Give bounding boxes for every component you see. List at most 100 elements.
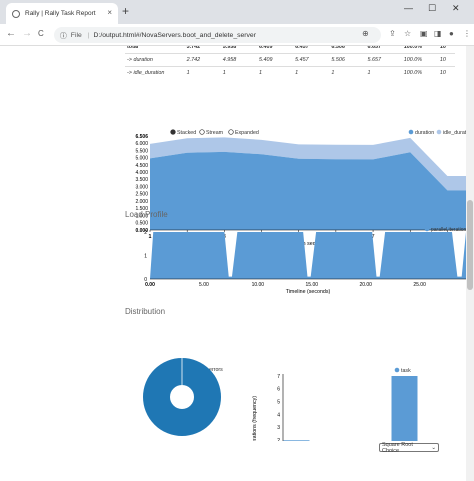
share-icon[interactable]: ⇪ [389,29,396,38]
y-tick-label: 3.500 [135,177,148,183]
zoom-icon[interactable]: ⊕ [362,29,369,38]
scrollbar-thumb[interactable] [467,200,473,290]
window-close-icon[interactable]: ✕ [452,3,460,13]
table-cell: 6.457 [293,46,330,54]
series-area-duration [150,151,466,230]
table-cell: 1 [256,66,294,80]
table-cell: 100.0% [401,53,438,67]
histogram-bar [283,440,310,441]
profile-icon[interactable]: ● [449,29,454,38]
table-cell: 5.457 [293,53,330,67]
table-cell: 5.657 [365,53,402,67]
legend-marker [436,129,442,135]
legend-marker [424,226,430,232]
table-cell: 6.657 [365,46,402,54]
row-name-cell: -> duration [125,53,185,67]
address-toolbar: ← → C ⓘ File | D:/output.html#/NovaServe… [0,24,474,46]
omnibox-separator: | [87,31,90,39]
table-cell: 1 [220,66,257,80]
new-tab-button[interactable]: + [122,4,130,18]
y-tick-label: 6.506 [135,134,148,140]
x-tick-label: 7 [372,234,375,240]
tab-close-icon[interactable]: × [107,8,112,17]
y-axis-title: Iterations (frequency) [252,396,258,441]
row-name-cell: -> idle_duration [125,66,185,80]
bin-method-value: Square Root Choice [382,441,413,454]
y-tick-label: 0.000 [135,228,148,234]
chart-mode-radio [228,129,234,135]
legend-marker [394,367,400,373]
chart-mode-radio [199,129,205,135]
y-tick-label: 2 [277,438,280,441]
legend-label: parallel iterations [431,227,466,233]
bookmark-star-icon[interactable]: ☆ [404,29,412,38]
table-cell: 100.0% [401,66,438,80]
tab-bar: Rally | Rally Task Report × + — ☐ ✕ [0,0,474,24]
x-axis-title: Timeline (seconds) [286,289,331,294]
y-tick-label: 6 [277,387,280,393]
table-cell: 5.506 [329,53,366,67]
x-tick-label: 25.00 [413,282,426,288]
bin-method-select[interactable]: Square Root Choice ⌄ [379,441,439,454]
legend-label: errors [209,367,223,373]
tab-rally-report[interactable]: Rally | Rally Task Report × [6,3,118,24]
y-tick-label: 1.500 [135,206,148,212]
minimize-icon[interactable]: — [404,3,413,13]
url-text: D:/output.html#/NovaServers.boot_and_del… [93,31,256,39]
chart-mode-label: Expanded [235,130,259,136]
forward-icon[interactable]: → [22,28,32,39]
chart-mode-radio [170,129,176,135]
y-tick-label: 0 [144,277,147,283]
table-cell: 1 [184,66,221,80]
y-tick-label: 3.000 [135,184,148,190]
table-cell: 1 [293,66,330,80]
address-bar[interactable]: ⓘ File | D:/output.html#/NovaServers.boo… [54,27,381,43]
distribution-histogram: 012345674.125.51Duration (seconds)Iterat… [252,367,418,441]
legend-marker [408,129,414,135]
back-icon[interactable]: ← [6,28,16,39]
table-cell: 10 [437,66,455,80]
table-row: -> idle_duration 1 1 1 1 1 1 100.0% 10 [125,66,455,80]
y-tick-label: 2 [144,230,147,236]
y-tick-label: 2.500 [135,192,148,198]
table-row: total 3.742 5.958 6.409 6.457 6.506 6.657 100.0… [125,46,455,54]
tab-search-icon[interactable]: ▣ [420,29,428,38]
distribution-pie-chart: successerrors100% [143,358,223,436]
y-tick-label: 7 [277,374,280,380]
y-tick-label: 5.500 [135,148,148,154]
y-tick-label: 3 [277,425,280,431]
table-cell: 1 [365,66,402,80]
duration-area-chart: Stacked Stream Expanded duration idle_durati… [135,129,466,247]
table-cell: 6.409 [256,46,294,54]
chevron-down-icon: ⌄ [431,444,436,451]
reload-icon[interactable]: C [38,29,44,38]
table-cell: 2.742 [184,53,221,67]
maximize-icon[interactable]: ☐ [428,3,437,13]
legend-label: duration [415,130,434,136]
info-icon[interactable]: ⓘ [60,33,67,40]
y-tick-label: 5.000 [135,156,148,162]
x-tick-label: 15.00 [306,282,319,288]
y-tick-label: 4.000 [135,170,148,176]
table-cell: 1 [329,66,366,80]
file-label: File [70,31,82,39]
y-tick-label: 4 [277,412,280,418]
y-tick-label: 5 [277,400,280,406]
stats-table: total 3.742 5.958 6.409 6.457 6.506 6.657 100.0… [125,46,455,80]
menu-icon[interactable]: ⋮ [463,29,471,38]
load-profile-title: Load Profile [125,210,168,219]
table-cell: 100.0% [401,46,438,54]
y-tick-label: 1 [144,253,147,259]
tab-title: Rally | Rally Task Report [25,10,96,17]
series-area-parallel-iterations [150,232,466,279]
series-area-idle-duration [150,137,466,191]
x-tick-label: 0.00 [145,282,155,288]
report-content: total 3.742 5.958 6.409 6.457 6.506 6.657 100.0… [0,46,466,481]
table-cell: 10 [437,53,455,67]
distribution-title: Distribution [125,307,166,316]
table-cell: 5.409 [256,53,294,67]
row-name-cell: total [125,46,185,54]
y-tick-label: 2.000 [135,199,148,205]
side-panel-icon[interactable]: ◨ [434,29,442,38]
histogram-bar [391,376,418,441]
